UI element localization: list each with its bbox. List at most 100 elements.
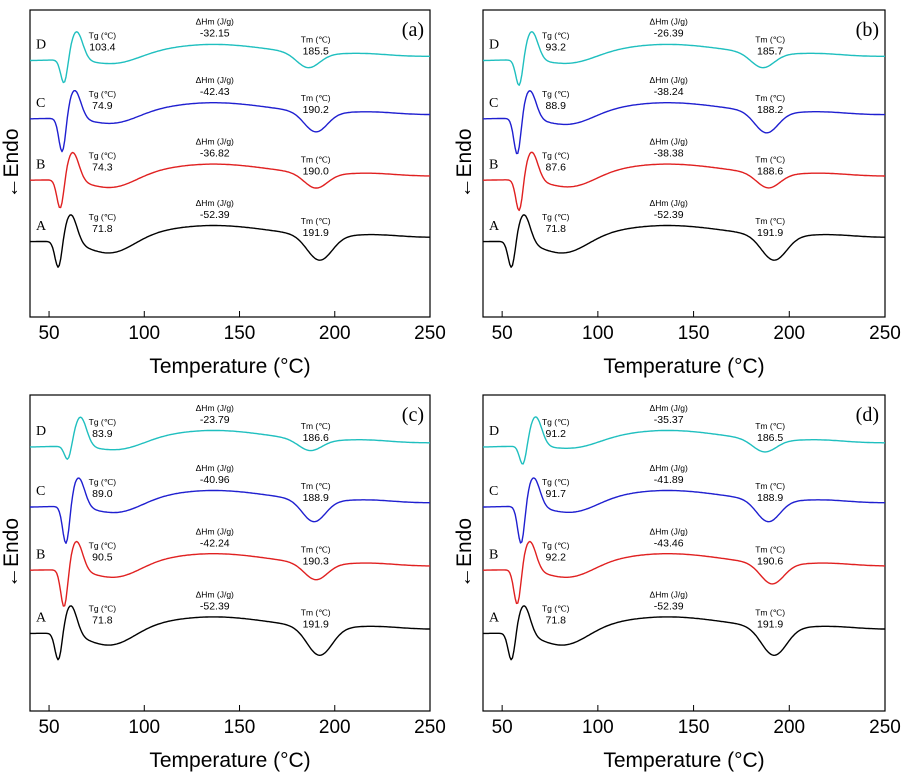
x-tick-label: 200	[773, 717, 805, 738]
x-tick-label: 100	[582, 323, 614, 344]
annotation-tm-value: 191.9	[303, 227, 329, 239]
annotation-dhm-label: ΔHm (J/g)	[196, 136, 234, 146]
curve-A	[483, 214, 885, 268]
x-axis-title: Temperature (°C)	[603, 749, 764, 772]
x-tick-label: 250	[869, 323, 901, 344]
x-tick-label: 200	[319, 323, 351, 344]
annotation-tm-label: Tm (℃)	[755, 93, 785, 103]
curve-D	[30, 31, 430, 84]
x-tick-label: 150	[224, 717, 256, 738]
panel-d: 50 100 150 200 250 Temperature (°C) ←Endo (d) D T…	[453, 394, 901, 772]
x-tick-label: 50	[38, 717, 59, 738]
panel-label: (b)	[856, 19, 879, 41]
annotation-tm-label: Tm (℃)	[301, 421, 331, 431]
curve-label-D: D	[489, 424, 499, 439]
x-axis-title: Temperature (°C)	[149, 355, 310, 378]
curve-label-A: A	[489, 219, 500, 234]
annotation-dhm-value: -23.79	[200, 414, 230, 426]
x-tick-label: 50	[38, 323, 59, 344]
annotation-tm-label: Tm (℃)	[301, 154, 331, 164]
x-tick-label: 100	[582, 717, 614, 738]
annotation-tg-value: 74.9	[92, 100, 113, 112]
annotation-tg-label: Tg (℃)	[542, 212, 570, 222]
annotation-dhm-value: -42.43	[200, 86, 230, 98]
curve-C	[30, 477, 431, 544]
curve-label-C: C	[489, 96, 498, 111]
annotation-tm-value: 191.9	[757, 619, 783, 631]
annotation-tm-value: 188.9	[303, 492, 329, 504]
plot-frame	[482, 394, 886, 712]
annotation-tg-label: Tg (℃)	[542, 31, 570, 41]
annotation-dhm-label: ΔHm (J/g)	[196, 403, 234, 413]
x-tick-label: 50	[492, 323, 513, 344]
curve-A	[30, 214, 430, 268]
annotation-tm-label: Tm (℃)	[301, 35, 331, 45]
curve-C	[483, 477, 886, 544]
panel-label: (d)	[856, 404, 879, 426]
annotation-dhm-label: ΔHm (J/g)	[650, 526, 688, 536]
curve-label-B: B	[489, 547, 498, 562]
y-axis-title: ←Endo	[0, 128, 23, 198]
annotation-tm-label: Tm (℃)	[755, 608, 785, 618]
annotation-dhm-label: ΔHm (J/g)	[650, 403, 688, 413]
annotation-dhm-label: ΔHm (J/g)	[196, 463, 234, 473]
annotation-tg-label: Tg (℃)	[89, 89, 117, 99]
annotation-tm-label: Tm (℃)	[301, 481, 331, 491]
annotation-tm-value: 188.2	[757, 104, 783, 116]
panel-label: (c)	[402, 404, 424, 426]
x-tick-label: 150	[678, 717, 710, 738]
annotation-tg-label: Tg (℃)	[89, 604, 117, 614]
plot-frame	[29, 9, 431, 318]
panel-b: 50 100 150 200 250 Temperature (°C) ←Endo (b) D T…	[453, 9, 901, 378]
annotation-tm-label: Tm (℃)	[301, 544, 331, 554]
x-tick-label: 100	[128, 717, 160, 738]
annotation-dhm-value: -43.46	[654, 537, 684, 549]
annotation-dhm-label: ΔHm (J/g)	[196, 75, 234, 85]
annotation-tm-label: Tm (℃)	[755, 544, 785, 554]
annotation-tm-label: Tm (℃)	[755, 481, 785, 491]
annotation-tg-label: Tg (℃)	[89, 417, 117, 427]
x-tick-label: 250	[869, 717, 901, 738]
curve-A	[30, 605, 430, 661]
annotation-tg-value: 71.8	[546, 223, 567, 235]
curve-label-B: B	[489, 157, 498, 172]
annotation-dhm-label: ΔHm (J/g)	[650, 17, 688, 27]
annotation-tg-label: Tg (℃)	[542, 417, 570, 427]
plot-frame	[29, 394, 431, 712]
annotation-tm-value: 191.9	[303, 619, 329, 631]
annotation-tm-value: 185.5	[303, 46, 329, 58]
annotation-tm-value: 188.9	[757, 492, 783, 504]
x-tick-label: 100	[128, 323, 160, 344]
annotation-tm-value: 188.6	[757, 165, 783, 177]
annotation-dhm-value: -26.39	[654, 28, 684, 40]
annotation-tg-value: 71.8	[92, 223, 113, 235]
annotation-dhm-value: -38.24	[654, 86, 684, 98]
annotation-tg-value: 89.0	[92, 488, 113, 500]
annotation-dhm-value: -36.82	[200, 147, 230, 159]
x-tick-label: 200	[319, 717, 351, 738]
annotation-tm-value: 190.6	[757, 555, 783, 567]
annotation-dhm-label: ΔHm (J/g)	[650, 590, 688, 600]
y-axis-title: ←Endo	[453, 518, 476, 588]
x-tick-label: 50	[492, 717, 513, 738]
curve-C	[483, 90, 885, 155]
annotation-dhm-value: -32.15	[200, 28, 230, 40]
annotation-tg-label: Tg (℃)	[542, 477, 570, 487]
curve-C	[30, 90, 430, 153]
annotation-tm-label: Tm (℃)	[755, 35, 785, 45]
annotation-tm-value: 186.6	[303, 432, 329, 444]
x-tick-label: 250	[414, 717, 446, 738]
annotation-tm-value: 185.7	[757, 46, 783, 58]
curve-B	[483, 540, 885, 605]
x-tick-label: 150	[678, 323, 710, 344]
y-axis-title: ←Endo	[453, 128, 476, 198]
annotation-tg-value: 71.8	[92, 615, 113, 627]
annotation-tm-value: 190.2	[303, 104, 329, 116]
annotation-tg-label: Tg (℃)	[542, 604, 570, 614]
annotation-dhm-label: ΔHm (J/g)	[650, 75, 688, 85]
annotation-dhm-label: ΔHm (J/g)	[196, 17, 234, 27]
annotation-dhm-value: -52.39	[654, 601, 684, 613]
annotation-tg-label: Tg (℃)	[89, 150, 117, 160]
annotation-tg-value: 90.5	[92, 551, 113, 563]
annotation-tg-value: 91.2	[546, 428, 567, 440]
